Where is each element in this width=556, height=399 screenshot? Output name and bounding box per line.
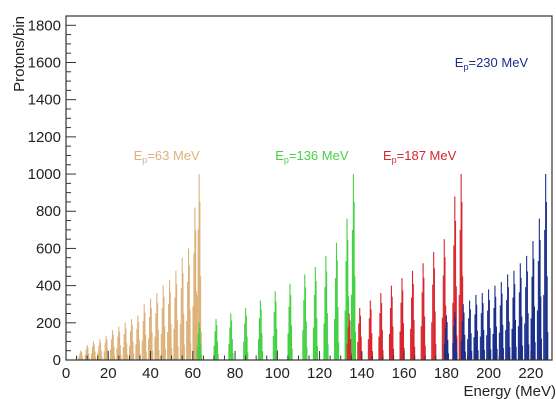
- y-tick-label: 0: [53, 352, 61, 369]
- y-tick-label: 200: [36, 315, 61, 332]
- x-tick-label: 100: [265, 365, 290, 382]
- x-tick-label: 220: [518, 365, 543, 382]
- x-tick-label: 140: [349, 365, 374, 382]
- series-1: [196, 174, 357, 360]
- y-tick-label: 800: [36, 203, 61, 220]
- y-tick-label: 1800: [28, 17, 61, 34]
- series-2: [346, 174, 464, 360]
- x-tick-label: 80: [227, 365, 244, 382]
- x-tick-label: 20: [100, 365, 117, 382]
- x-tick-label: 40: [142, 365, 159, 382]
- y-tick-label: 400: [36, 278, 61, 295]
- annotations: Ep=63 MeV Ep=136 MeV Ep=187 MeV Ep=230 MeV: [134, 55, 529, 165]
- x-tick-label: 160: [392, 365, 417, 382]
- energy-annotation: Ep=63 MeV: [134, 148, 200, 165]
- x-tick-label: 200: [476, 365, 501, 382]
- x-tick-label: 180: [434, 365, 459, 382]
- spectrum-lines: [78, 174, 549, 360]
- x-axis-label: Energy (MeV): [463, 383, 556, 399]
- y-tick-label: 1400: [28, 92, 61, 109]
- axes: 0 20 40 60 80 100 120 140 160 180 200 220 0 200 400 600…: [28, 15, 553, 382]
- x-tick-label: 120: [307, 365, 332, 382]
- series-3: [443, 174, 549, 360]
- y-tick-label: 1600: [28, 54, 61, 71]
- x-tick-label: 0: [62, 365, 70, 382]
- energy-annotation: Ep=136 MeV: [275, 148, 349, 165]
- y-tick-label: 1000: [28, 166, 61, 183]
- y-tick-label: 1200: [28, 129, 61, 146]
- energy-annotation: Ep=230 MeV: [455, 55, 529, 72]
- y-tick-label: 600: [36, 240, 61, 257]
- x-tick-label: 60: [184, 365, 201, 382]
- energy-annotation: Ep=187 MeV: [383, 148, 457, 165]
- y-axis-label: Protons/bin: [11, 16, 28, 92]
- series-0: [78, 174, 202, 360]
